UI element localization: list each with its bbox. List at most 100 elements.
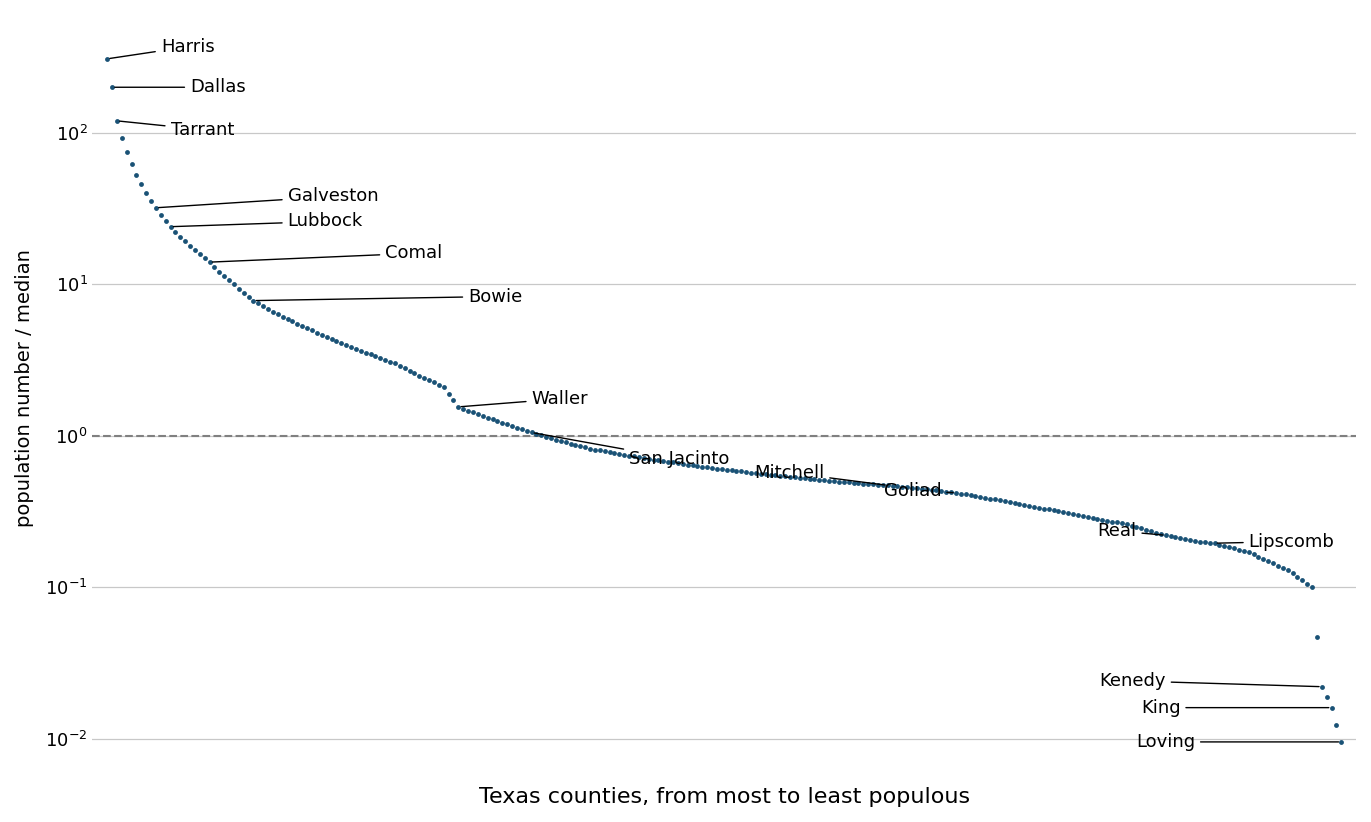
- Point: [647, 454, 669, 467]
- Point: [701, 461, 723, 474]
- Text: Kenedy: Kenedy: [1100, 672, 1319, 690]
- Point: [174, 235, 196, 248]
- Point: [784, 471, 806, 484]
- Text: Bowie: Bowie: [256, 288, 522, 306]
- Point: [491, 416, 513, 429]
- Point: [1169, 531, 1191, 544]
- Point: [1120, 520, 1142, 533]
- Point: [170, 230, 192, 243]
- Point: [574, 441, 596, 454]
- Point: [159, 220, 181, 233]
- Point: [1248, 550, 1270, 563]
- Point: [653, 455, 675, 468]
- Point: [687, 459, 709, 473]
- Point: [1204, 537, 1226, 550]
- Point: [609, 447, 631, 460]
- Point: [1208, 538, 1230, 551]
- Point: [540, 432, 562, 445]
- Text: King: King: [1141, 699, 1328, 717]
- Point: [672, 457, 694, 470]
- Point: [96, 53, 118, 66]
- Point: [1198, 536, 1220, 549]
- Point: [725, 464, 747, 478]
- Point: [803, 473, 825, 486]
- Point: [180, 239, 202, 252]
- Point: [496, 418, 518, 431]
- Point: [988, 494, 1010, 507]
- Point: [277, 312, 299, 326]
- Point: [872, 478, 894, 492]
- Point: [1101, 515, 1123, 528]
- X-axis label: Texas counties, from most to least populous: Texas counties, from most to least popul…: [478, 787, 969, 807]
- Point: [565, 438, 587, 451]
- Point: [1291, 574, 1313, 587]
- Point: [149, 208, 171, 221]
- Point: [535, 430, 557, 443]
- Point: [1282, 566, 1304, 580]
- Point: [579, 442, 600, 455]
- Point: [374, 353, 396, 367]
- Point: [1013, 498, 1035, 511]
- Point: [1330, 736, 1352, 749]
- Point: [531, 429, 553, 442]
- Point: [199, 256, 221, 269]
- Point: [189, 247, 211, 261]
- Point: [462, 406, 484, 419]
- Point: [1076, 510, 1098, 524]
- Point: [862, 478, 884, 491]
- Point: [1194, 535, 1216, 548]
- Point: [500, 419, 522, 432]
- Point: [594, 445, 616, 458]
- Point: [735, 465, 757, 478]
- Point: [750, 467, 772, 480]
- Point: [315, 330, 337, 344]
- Point: [1154, 529, 1176, 542]
- Point: [1086, 512, 1108, 525]
- Point: [1179, 533, 1201, 547]
- Point: [433, 381, 455, 394]
- Point: [477, 411, 499, 424]
- Point: [1009, 497, 1031, 510]
- Text: Real: Real: [1097, 522, 1163, 540]
- Point: [740, 466, 762, 479]
- Point: [1316, 690, 1338, 704]
- Point: [677, 458, 699, 471]
- Point: [1057, 506, 1079, 520]
- Point: [218, 274, 240, 287]
- Point: [696, 460, 718, 473]
- Point: [359, 348, 381, 361]
- Point: [125, 169, 147, 182]
- Point: [243, 294, 265, 307]
- Point: [891, 480, 913, 493]
- Point: [1111, 517, 1132, 530]
- Point: [1263, 556, 1285, 570]
- Point: [393, 362, 415, 375]
- Point: [1320, 701, 1342, 714]
- Point: [1072, 510, 1094, 523]
- Point: [515, 424, 537, 437]
- Point: [1145, 526, 1167, 539]
- Point: [418, 374, 440, 387]
- Point: [203, 261, 225, 274]
- Point: [823, 474, 845, 487]
- Point: [311, 328, 333, 341]
- Text: Mitchell: Mitchell: [754, 464, 884, 485]
- Point: [1272, 561, 1294, 575]
- Point: [876, 478, 898, 492]
- Point: [813, 473, 835, 487]
- Point: [1116, 518, 1138, 531]
- Point: [994, 495, 1016, 508]
- Point: [550, 434, 572, 447]
- Point: [765, 469, 787, 482]
- Point: [369, 352, 391, 365]
- Point: [710, 463, 732, 476]
- Point: [1067, 508, 1089, 521]
- Point: [950, 487, 972, 500]
- Point: [424, 376, 446, 389]
- Point: [1233, 544, 1254, 557]
- Point: [1189, 535, 1211, 548]
- Point: [1019, 499, 1041, 512]
- Point: [223, 278, 245, 291]
- Text: Comal: Comal: [213, 244, 443, 262]
- Text: Lubbock: Lubbock: [173, 212, 363, 230]
